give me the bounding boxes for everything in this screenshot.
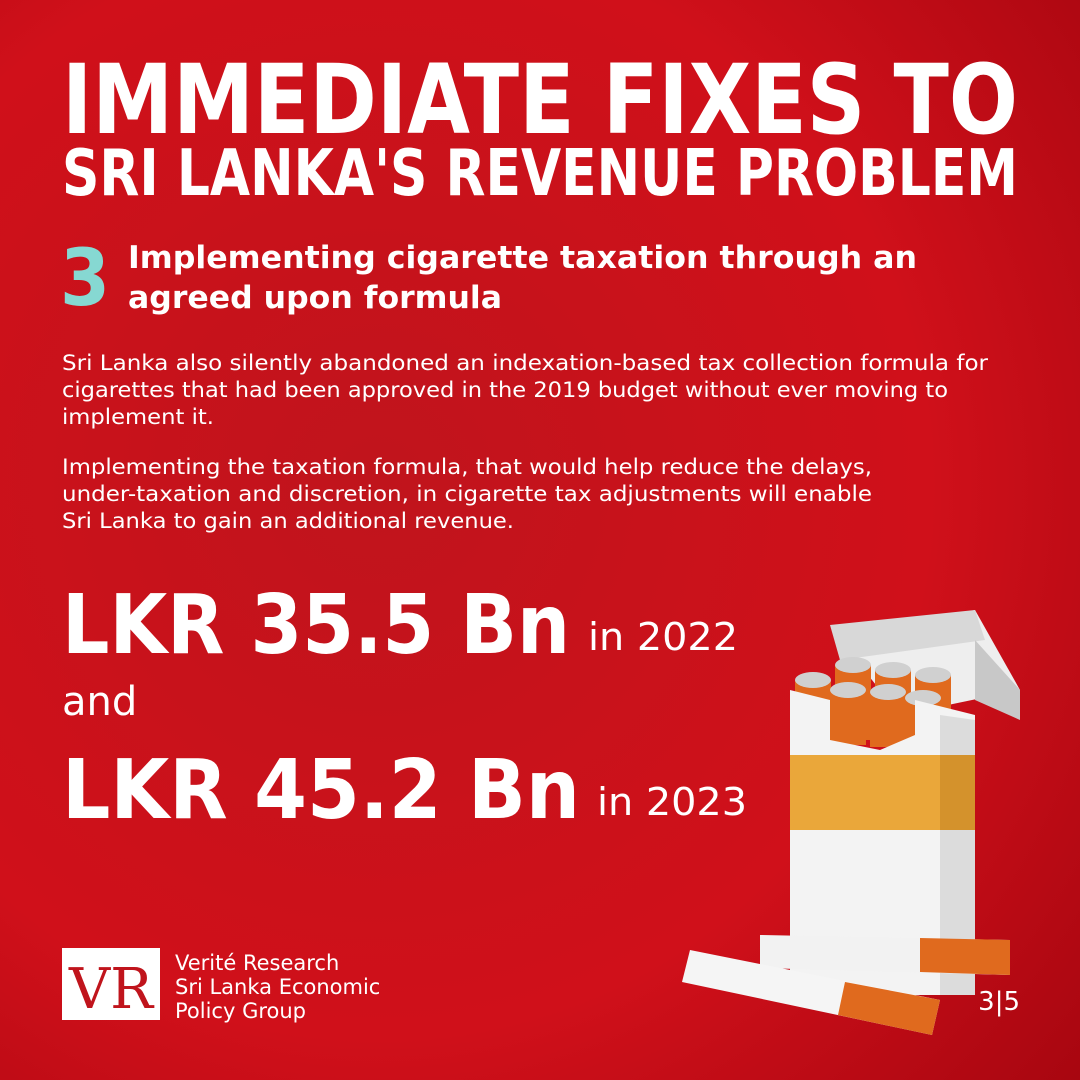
paragraph-line: Sri Lanka to gain an additional revenue. [62,509,514,533]
paragraph-line: cigarettes that had been approved in the… [62,378,948,402]
org-line: Policy Group [175,999,306,1023]
paragraph-line: implement it. [62,405,214,429]
pack-band-shade [940,755,975,830]
paragraph-line: under-taxation and discretion, in cigare… [62,482,872,506]
paragraph-line: Implementing the taxation formula, that … [62,455,872,479]
filter-tips [795,657,951,706]
highlight-period: in 2022 [588,615,738,659]
highlight-period: in 2023 [597,780,747,824]
cigarette-filter [920,938,1010,975]
title-line: IMMEDIATE FIXES TO [62,44,1018,156]
highlight-amount: LKR 35.5 Bn [62,578,570,673]
paragraph-line: Sri Lanka also silently abandoned an ind… [62,351,988,375]
section-heading: Implementing cigarette taxation through … [128,240,917,276]
pack-lid-side [975,640,1020,720]
org-line: Verité Research [175,951,339,975]
connector: and [62,679,137,725]
pack-lid [830,610,985,660]
org-line: Sri Lanka Economic [175,975,380,999]
cigarette-illustration [682,610,1020,1035]
section-number: 3 [60,234,110,324]
title-line: SRI LANKA'S REVENUE PROBLEM [62,137,1018,211]
logo-box [62,948,160,1020]
body-text: Sri Lanka also silently abandoned an ind… [62,351,988,533]
highlight-amount: LKR 45.2 Bn [62,743,580,838]
page-number: 3|5 [978,987,1020,1017]
cigarette-filter [838,982,940,1035]
section-heading: agreed upon formula [128,280,502,316]
logo: VR [68,957,155,1022]
